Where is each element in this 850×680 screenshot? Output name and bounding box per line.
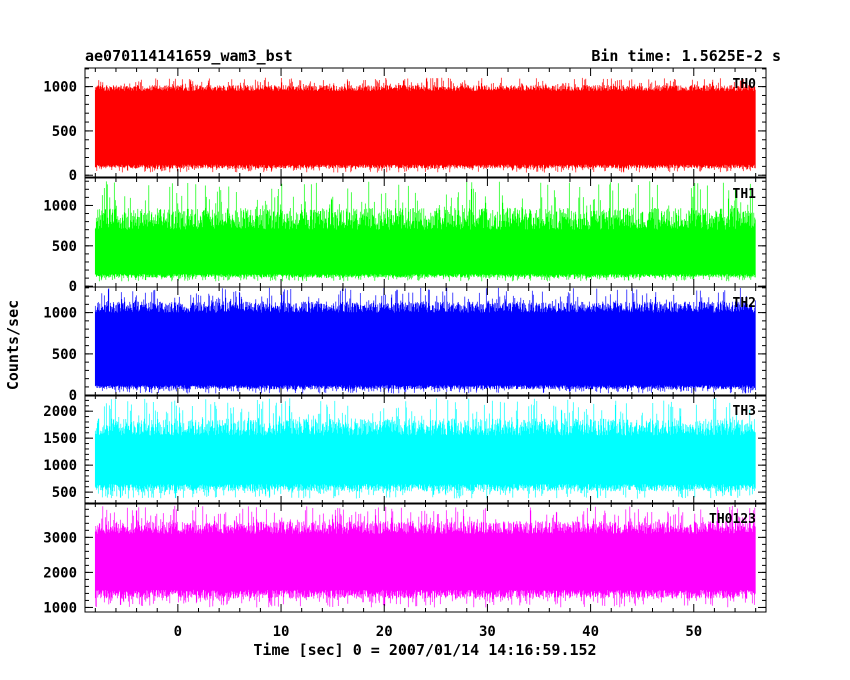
- series-line-th3: [94, 398, 756, 499]
- panel-label: TH2: [733, 296, 756, 311]
- series-line-th2: [94, 287, 756, 394]
- series-line-th0: [94, 77, 756, 173]
- panel-label: TH0: [733, 77, 757, 92]
- series-line-th1: [94, 181, 756, 282]
- y-tick-label: 0: [69, 388, 77, 404]
- y-tick-label: 500: [52, 485, 77, 501]
- y-tick-label: 1500: [43, 431, 77, 447]
- y-tick-label: 0: [69, 168, 77, 184]
- x-tick-label: 10: [273, 624, 290, 640]
- y-tick-label: 500: [52, 347, 77, 363]
- x-tick-label: 50: [685, 624, 702, 640]
- panel-th3: 500 1000 1500 2000 TH3: [43, 394, 767, 505]
- y-tick-label: 500: [52, 239, 77, 255]
- y-tick-label: 0: [69, 279, 77, 295]
- y-tick-label: 2000: [43, 404, 77, 420]
- panel-label: TH0123: [709, 512, 756, 527]
- y-tick-label: 1000: [43, 80, 77, 96]
- series-line-th0123: [94, 505, 756, 608]
- y-tick-label: 2000: [43, 565, 77, 581]
- y-tick-label: 1000: [43, 198, 77, 214]
- x-axis-title: Time [sec] 0 = 2007/01/14 14:16:59.152: [253, 641, 596, 659]
- panel-th1: 0 500 1000 TH1: [43, 177, 767, 295]
- y-tick-label: 1000: [43, 306, 77, 322]
- y-axis-title: Counts/sec: [4, 300, 22, 390]
- x-tick-label: 40: [582, 624, 599, 640]
- x-tick-label: 30: [479, 624, 496, 640]
- x-tick-label: 0: [174, 624, 182, 640]
- panel-label: TH1: [733, 187, 757, 202]
- x-axis: 0 10 20 30 40 50: [174, 624, 703, 640]
- y-tick-label: 1000: [43, 600, 77, 616]
- bin-time-label: Bin time: 1.5625E-2 s: [591, 47, 781, 65]
- chart-title: ae070114141659_wam3_bst: [85, 47, 293, 65]
- y-tick-label: 3000: [43, 530, 77, 546]
- y-tick-label: 500: [52, 124, 77, 140]
- panel-th2: 0 500 1000 TH2: [43, 286, 767, 404]
- y-tick-label: 1000: [43, 458, 77, 474]
- x-tick-label: 20: [376, 624, 393, 640]
- panel-th0: 0 500 1000 TH0: [43, 67, 767, 184]
- panel-th0123: 1000 2000 3000 TH0123: [43, 502, 767, 616]
- panel-label: TH3: [733, 404, 756, 419]
